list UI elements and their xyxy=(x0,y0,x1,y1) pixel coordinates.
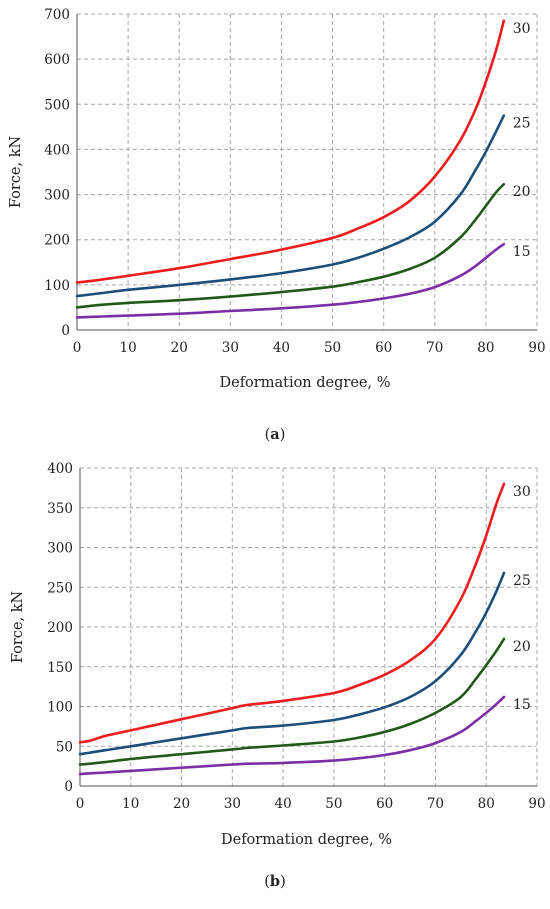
y-tick-label: 350 xyxy=(47,501,73,517)
x-tick-label: 40 xyxy=(273,340,290,356)
series-label-30: 30 xyxy=(513,484,531,500)
series-line-25 xyxy=(75,114,506,298)
series-label-25: 25 xyxy=(513,573,531,589)
y-tick-label: 700 xyxy=(44,7,70,23)
series-line-15 xyxy=(78,695,506,776)
x-tick-label: 0 xyxy=(76,796,85,812)
y-tick-label: 100 xyxy=(47,700,73,716)
y-tick-label: 500 xyxy=(44,97,70,113)
x-tick-label: 20 xyxy=(173,796,190,812)
y-tick-label: 0 xyxy=(61,323,70,339)
series-label-15: 15 xyxy=(513,244,531,260)
series-line-30 xyxy=(78,482,506,744)
x-tick-label: 50 xyxy=(324,340,341,356)
x-tick-label: 30 xyxy=(224,796,241,812)
x-axis-title: Deformation degree, % xyxy=(219,375,390,391)
y-tick-label: 0 xyxy=(64,779,73,795)
x-tick-label: 50 xyxy=(325,796,342,812)
x-tick-label: 10 xyxy=(120,340,137,356)
y-tick-label: 600 xyxy=(44,52,70,68)
x-tick-label: 80 xyxy=(478,796,495,812)
series-line-20 xyxy=(78,637,506,766)
x-tick-label: 90 xyxy=(528,340,545,356)
panel-caption: (a) xyxy=(265,426,286,443)
x-tick-label: 30 xyxy=(222,340,239,356)
y-tick-label: 250 xyxy=(47,580,73,596)
y-tick-label: 300 xyxy=(47,541,73,557)
x-tick-label: 0 xyxy=(73,340,82,356)
series-label-20: 20 xyxy=(513,639,531,655)
y-tick-label: 50 xyxy=(56,739,73,755)
series-line-30 xyxy=(75,19,506,284)
x-tick-label: 70 xyxy=(427,796,444,812)
x-tick-label: 90 xyxy=(528,796,545,812)
x-tick-label: 10 xyxy=(122,796,139,812)
y-tick-label: 100 xyxy=(44,278,70,294)
y-tick-label: 400 xyxy=(44,142,70,158)
x-axis-title: Deformation degree, % xyxy=(221,832,392,848)
x-tick-label: 20 xyxy=(171,340,188,356)
x-tick-label: 40 xyxy=(275,796,292,812)
chart-panel-a: 0 10 20 30 40 50 60 70 80 90 0 100 200 300 400 500 600 70… xyxy=(8,7,546,443)
series-label-30: 30 xyxy=(513,21,531,37)
x-tick-label: 60 xyxy=(375,340,392,356)
series-line-15 xyxy=(75,242,506,319)
series-label-25: 25 xyxy=(513,116,531,132)
y-axis-title: Force, kN xyxy=(8,136,24,209)
series-label-20: 20 xyxy=(513,184,531,200)
y-tick-label: 400 xyxy=(47,461,73,477)
y-tick-label: 300 xyxy=(44,188,70,204)
x-tick-label: 70 xyxy=(426,340,443,356)
y-axis-title: Force, kN xyxy=(10,591,26,664)
y-tick-label: 200 xyxy=(44,233,70,249)
chart-panel-b: 0 10 20 30 40 50 60 70 80 90 0 50 100 150 200 250 300 350… xyxy=(10,461,546,890)
x-tick-label: 80 xyxy=(477,340,494,356)
series-label-15: 15 xyxy=(513,697,531,713)
y-tick-label: 200 xyxy=(47,620,73,636)
x-tick-label: 60 xyxy=(376,796,393,812)
y-tick-label: 150 xyxy=(47,660,73,676)
series-line-25 xyxy=(78,571,506,756)
panel-caption: (b) xyxy=(264,873,285,890)
series-line-20 xyxy=(75,182,506,309)
